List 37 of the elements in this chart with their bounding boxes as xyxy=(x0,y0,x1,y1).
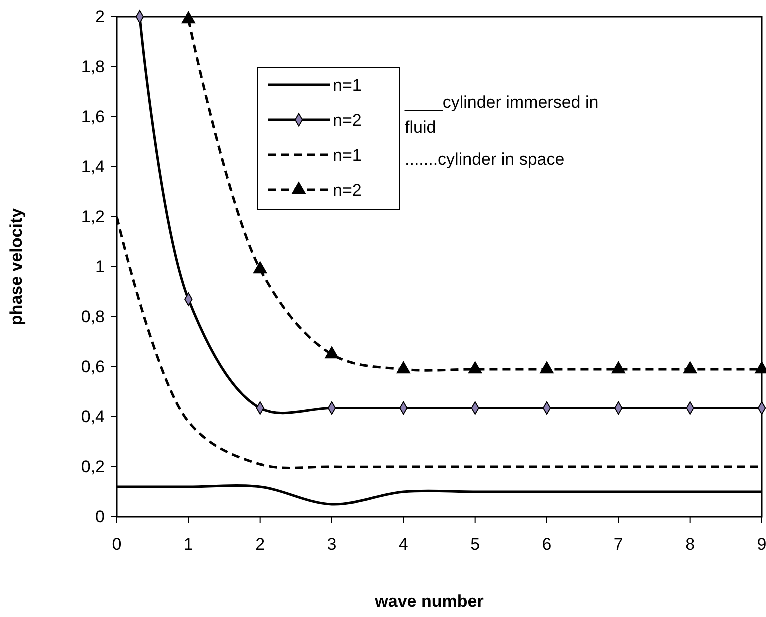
annotation: ____cylinder immersed in fluid xyxy=(404,93,599,137)
y-tick-label: 0,8 xyxy=(81,307,105,326)
y-tick-label: 1,6 xyxy=(81,107,105,126)
x-tick-label: 6 xyxy=(542,534,552,554)
y-tick-label: 1 xyxy=(96,257,105,276)
point xyxy=(182,12,196,24)
x-tick-label: 8 xyxy=(686,534,696,554)
y-tick-label: 2 xyxy=(96,7,105,26)
y-tick-label: 0,6 xyxy=(81,357,105,376)
y-axis-title: phase velocity xyxy=(7,208,26,326)
legend-label: n=1 xyxy=(333,76,362,95)
x-tick-label: 3 xyxy=(327,534,337,554)
point xyxy=(540,362,554,374)
legend-label: n=2 xyxy=(333,111,362,130)
y-tick-label: 0,2 xyxy=(81,457,105,476)
x-axis-title: wave number xyxy=(374,592,484,611)
x-tick-label: 2 xyxy=(256,534,266,554)
point xyxy=(396,362,411,374)
x-tick-label: 9 xyxy=(757,534,766,554)
point xyxy=(253,262,268,274)
point xyxy=(683,362,698,374)
legend-label: n=1 xyxy=(333,146,362,165)
y-tick-label: 1,4 xyxy=(81,157,105,176)
annotation: .......cylinder in space xyxy=(405,150,565,169)
x-tick-label: 1 xyxy=(184,534,194,554)
point xyxy=(468,362,482,374)
y-tick-label: 0,4 xyxy=(81,407,105,426)
x-tick-label: 5 xyxy=(470,534,480,554)
y-tick-label: 1,8 xyxy=(81,57,105,76)
point xyxy=(325,346,339,359)
x-tick-label: 4 xyxy=(398,534,408,554)
y-tick-label: 0 xyxy=(96,507,105,526)
legend-label: n=2 xyxy=(333,181,362,200)
y-tick-label: 1,2 xyxy=(81,207,105,226)
x-tick-label: 7 xyxy=(614,534,624,554)
point xyxy=(612,362,626,374)
x-tick-label: 0 xyxy=(112,534,122,554)
